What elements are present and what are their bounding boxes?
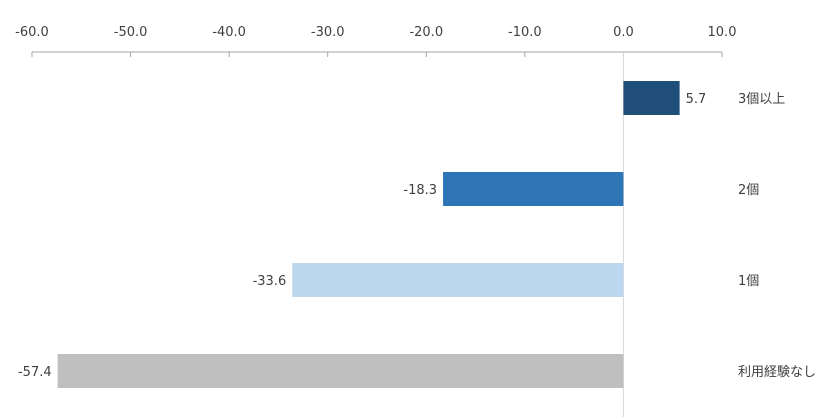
x-tick-label: -60.0 <box>15 25 49 40</box>
category-label: 1個 <box>738 274 759 289</box>
bar <box>443 172 624 206</box>
labels: 5.7 3個以上 -18.3 2個 -33.6 1個 -57.4 利用経験なし <box>18 92 816 380</box>
data-label: -33.6 <box>253 274 287 289</box>
data-label: 5.7 <box>686 92 707 107</box>
category-label: 2個 <box>738 183 759 198</box>
bar <box>292 263 624 297</box>
bar <box>623 81 680 115</box>
x-tick-label: -20.0 <box>409 25 443 40</box>
category-label: 3個以上 <box>738 92 785 107</box>
x-tick-label: -40.0 <box>212 25 246 40</box>
bar <box>57 354 624 388</box>
x-tick-label: -10.0 <box>508 25 542 40</box>
x-tick-label: 10.0 <box>708 25 737 40</box>
x-tick-label: -30.0 <box>311 25 345 40</box>
category-label: 利用経験なし <box>738 365 816 380</box>
data-label: -57.4 <box>18 365 52 380</box>
x-tick-label: -50.0 <box>114 25 148 40</box>
x-axis: -60.0 -50.0 -40.0 -30.0 -20.0 -10.0 0.0 10.0 <box>15 25 736 417</box>
data-label: -18.3 <box>403 183 437 198</box>
bars <box>57 81 680 388</box>
x-tick-label: 0.0 <box>613 25 634 40</box>
